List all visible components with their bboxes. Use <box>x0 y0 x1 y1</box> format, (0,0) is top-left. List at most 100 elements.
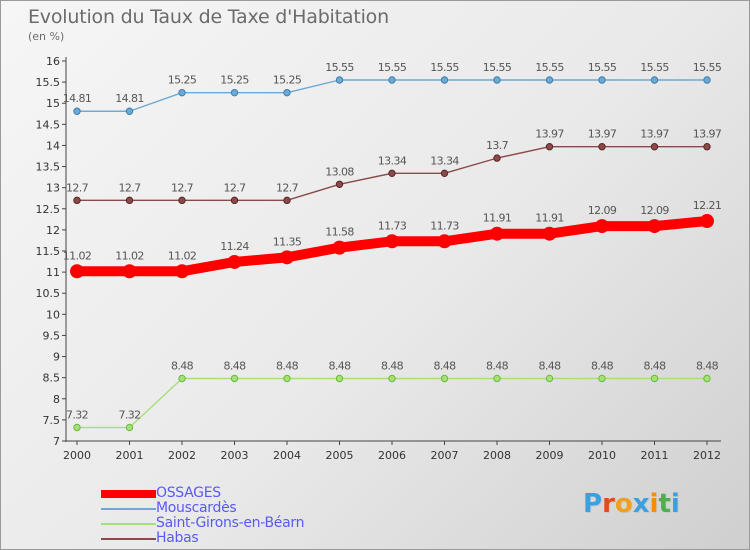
data-point <box>598 374 606 383</box>
data-label: 11.24 <box>220 240 249 253</box>
data-point <box>230 374 239 383</box>
data-label: 13.7 <box>486 139 509 152</box>
y-tick-label: 16 <box>46 55 60 68</box>
x-tick-label: 2003 <box>221 449 249 462</box>
data-point <box>650 76 659 84</box>
data-label: 11.91 <box>483 212 512 225</box>
data-point <box>332 240 347 255</box>
data-label: 8.48 <box>328 360 351 373</box>
data-label: 13.97 <box>640 128 669 141</box>
legend-swatch-ossages <box>101 489 156 498</box>
data-point <box>385 234 399 249</box>
logo-letter: i <box>670 489 680 519</box>
y-tick-label: 7.5 <box>43 414 61 427</box>
data-point <box>283 88 291 97</box>
data-label: 8.48 <box>591 360 614 373</box>
legend-swatch-mouscardes <box>101 507 156 510</box>
data-label: 8.48 <box>643 360 666 373</box>
data-label: 15.55 <box>378 61 407 74</box>
data-point <box>388 169 396 178</box>
data-label: 11.73 <box>430 219 459 232</box>
data-label: 11.02 <box>63 249 92 262</box>
data-point <box>493 154 501 162</box>
data-label: 12.7 <box>276 181 299 194</box>
data-label: 15.55 <box>693 61 722 74</box>
data-point <box>542 226 557 241</box>
data-point <box>598 143 606 151</box>
x-tick-label: 2012 <box>693 449 721 462</box>
data-point <box>545 143 554 151</box>
legend-label: Saint-Girons-en-Béarn <box>156 515 305 531</box>
data-point <box>598 76 606 84</box>
data-label: 11.91 <box>535 212 564 225</box>
data-label: 13.34 <box>430 154 459 167</box>
y-tick-label: 12.5 <box>36 203 61 216</box>
data-label: 8.48 <box>696 360 719 373</box>
data-label: 12.7 <box>171 181 194 194</box>
data-point <box>230 88 239 97</box>
x-tick-label: 2004 <box>273 449 301 462</box>
data-point <box>73 423 81 432</box>
data-point <box>647 219 662 234</box>
data-point <box>388 76 396 84</box>
data-label: 8.48 <box>171 360 194 373</box>
data-point <box>73 107 81 115</box>
data-label: 12.21 <box>693 199 722 212</box>
data-point <box>650 143 659 151</box>
logo-letter: i <box>649 489 659 519</box>
data-point <box>388 374 396 383</box>
data-label: 15.55 <box>588 61 617 74</box>
y-tick-label: 11.5 <box>36 245 61 258</box>
data-point <box>125 107 134 115</box>
data-point <box>178 88 186 97</box>
data-label: 11.02 <box>115 249 144 262</box>
data-point <box>490 226 504 241</box>
logo-letter: t <box>658 489 671 519</box>
y-tick-label: 9.5 <box>43 329 61 342</box>
y-tick-label: 13 <box>46 182 60 195</box>
data-point <box>650 374 659 383</box>
data-point <box>178 374 186 383</box>
data-label: 8.48 <box>276 360 299 373</box>
data-label: 13.97 <box>693 128 722 141</box>
y-tick-label: 9 <box>53 351 60 364</box>
legend-label: Mouscardès <box>156 500 237 516</box>
data-point <box>122 264 137 279</box>
data-label: 11.02 <box>168 249 197 262</box>
legend-label: Habas <box>156 530 199 546</box>
x-tick-label: 2005 <box>326 449 354 462</box>
data-label: 15.55 <box>430 61 459 74</box>
legend-swatch-habas <box>101 537 156 540</box>
data-label: 7.32 <box>66 408 88 421</box>
y-tick-label: 8 <box>53 393 60 406</box>
x-tick-label: 2000 <box>63 449 91 462</box>
data-point <box>335 374 344 383</box>
legend-item-2: Saint-Girons-en-Béarn <box>101 516 304 531</box>
data-label: 8.48 <box>486 360 509 373</box>
x-tick-label: 2008 <box>483 449 511 462</box>
series-line-2 <box>76 377 708 429</box>
data-label: 15.55 <box>640 61 669 74</box>
data-label: 15.55 <box>535 61 564 74</box>
data-label: 11.73 <box>378 219 407 232</box>
data-point <box>493 374 501 383</box>
y-tick-label: 15 <box>46 97 60 110</box>
y-tick-label: 8.5 <box>43 372 61 385</box>
data-point <box>595 219 609 234</box>
data-labels-layer: 14.81 14.81 15.25 15.25 15.25 15.55 15.55 15.55… <box>63 61 723 421</box>
data-label: 8.48 <box>538 360 561 373</box>
legend-item-0: OSSAGES <box>101 486 304 501</box>
data-label: 12.09 <box>640 204 669 217</box>
data-label: 11.58 <box>325 226 354 239</box>
legend-item-3: Habas <box>101 531 304 546</box>
data-point <box>283 374 291 383</box>
data-label: 7.32 <box>118 408 140 421</box>
data-point <box>335 180 344 188</box>
data-label: 8.48 <box>433 360 456 373</box>
logo-letter: o <box>614 489 633 519</box>
data-label: 14.81 <box>115 92 144 105</box>
data-point <box>125 423 134 432</box>
data-point <box>230 196 239 205</box>
logo-letter: P <box>583 489 603 519</box>
